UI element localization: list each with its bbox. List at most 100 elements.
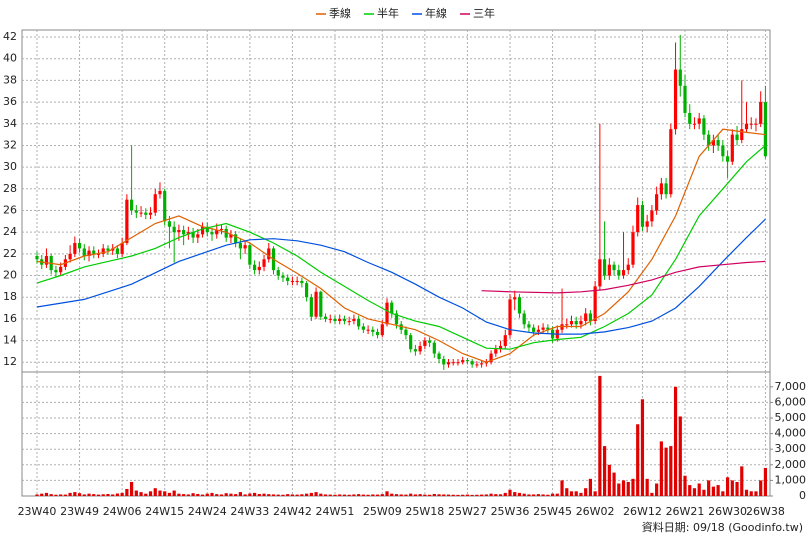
volume-bar (338, 494, 342, 496)
y-tick-label: 40 (3, 52, 17, 65)
candle-body (442, 358, 446, 365)
candle-body (357, 318, 361, 327)
volume-bar (158, 490, 162, 496)
volume-bar (489, 493, 493, 496)
candle-body (96, 253, 101, 255)
volume-bar (295, 494, 299, 496)
volume-bar (740, 466, 744, 496)
candle-body (503, 335, 507, 346)
candle-body (456, 362, 460, 364)
volume-bar (645, 478, 649, 496)
volume-bar (328, 494, 332, 496)
y-tick-label: 38 (3, 73, 17, 86)
volume-bar (200, 494, 205, 496)
volume-bar (574, 491, 578, 496)
y2-tick-label: 1,000 (775, 473, 807, 486)
x-tick-label: 24W15 (145, 505, 184, 518)
volume-bar (347, 494, 351, 496)
volume-bar (177, 493, 181, 496)
volume-bar (224, 493, 228, 496)
volume-bar (456, 494, 460, 496)
legend-label: 季線 (329, 6, 351, 20)
candle-body (744, 123, 749, 130)
candle-body (300, 280, 304, 284)
volume-bar (603, 446, 607, 496)
candle-body (210, 232, 214, 235)
candle-body (612, 264, 616, 271)
volume-bar (409, 493, 413, 496)
volume-bar (626, 481, 630, 496)
volume-bar (565, 488, 569, 496)
candle-body (167, 221, 172, 227)
volume-bar (92, 494, 96, 496)
y-tick-label: 30 (3, 160, 17, 173)
candle-body (546, 327, 550, 330)
candle-body (309, 297, 313, 317)
candle-body (229, 234, 233, 238)
candle-body (735, 134, 739, 141)
candle-body (697, 118, 701, 124)
volume-bar (640, 399, 645, 496)
volume-bar (54, 494, 58, 496)
candle-body (489, 353, 493, 363)
volume-bar (172, 490, 176, 496)
volume-bar (527, 494, 531, 496)
volume-bar (550, 493, 555, 496)
volume-bar (588, 478, 593, 496)
volume-bar (763, 467, 768, 496)
candle-body (631, 232, 635, 265)
y-tick-label: 20 (3, 269, 17, 282)
candle-body (711, 140, 715, 146)
y-tick-label: 42 (3, 30, 17, 43)
candle-body (342, 318, 347, 322)
volume-bar (437, 494, 441, 496)
candle-body (721, 145, 725, 157)
candle-body (54, 270, 58, 273)
volume-bar (111, 494, 115, 496)
candle-body (328, 318, 332, 320)
candle-body (404, 329, 408, 336)
candle-body (120, 243, 124, 254)
candle-body (480, 363, 484, 365)
candle-body (626, 264, 630, 271)
volume-bar (59, 494, 63, 496)
volume-bar (744, 489, 749, 496)
y2-tick-label: 6,000 (775, 395, 807, 408)
volume-bar (593, 491, 597, 496)
volume-bar (182, 494, 186, 496)
candle-body (148, 212, 153, 215)
volume-bar (617, 483, 621, 496)
candle-body (68, 253, 72, 260)
candle-body (134, 210, 138, 213)
candle-body (177, 229, 181, 233)
volume-bar (683, 475, 687, 496)
candle-body (423, 340, 427, 346)
candle-body (678, 69, 682, 86)
x-tick-label: 24W42 (273, 505, 312, 518)
volume-bar (205, 493, 209, 496)
volume-bar (730, 480, 734, 496)
candle-body (380, 324, 384, 336)
volume-bar (186, 494, 190, 496)
x-tick-label: 26W12 (623, 505, 662, 518)
volume-bar (309, 492, 313, 496)
candle-body (588, 313, 593, 322)
volume-bar (560, 480, 564, 496)
candle-body (475, 364, 479, 366)
y-tick-label: 14 (3, 334, 17, 347)
candle-body (196, 234, 200, 238)
volume-bar (219, 494, 224, 496)
volume-bar (257, 493, 261, 496)
ma-line (36, 218, 766, 335)
candle-body (262, 259, 266, 267)
candle-body (607, 264, 611, 276)
volume-bar (442, 494, 446, 496)
y2-tick-label: 0 (799, 489, 806, 502)
volume-bar (636, 424, 640, 496)
volume-bar (144, 493, 148, 496)
volume-bar (584, 488, 588, 496)
volume-bar (399, 494, 403, 496)
volume-bar (404, 494, 408, 496)
volume-bar (380, 494, 384, 496)
volume-bar (673, 386, 678, 496)
